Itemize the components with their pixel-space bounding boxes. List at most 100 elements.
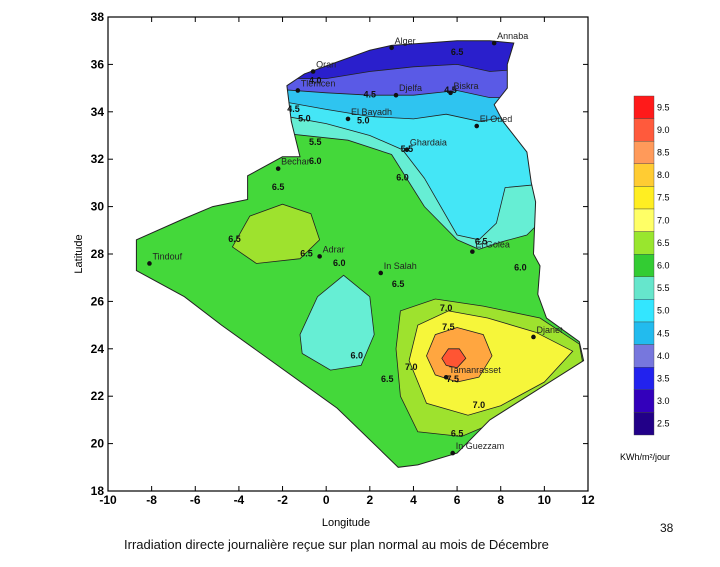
x-tick-label: -10	[99, 493, 117, 507]
city-dot	[147, 261, 152, 266]
zone-yellow-green	[232, 204, 320, 264]
contour-lines	[231, 40, 584, 437]
contour-line	[231, 203, 321, 264]
colorbar-label: 3.5	[657, 374, 670, 384]
x-tick-label: -8	[146, 493, 157, 507]
contour-label: 7.0	[405, 362, 418, 372]
colorbar-label: 2.5	[657, 419, 670, 429]
city-dot	[474, 123, 480, 129]
contour-label: 6.5	[228, 234, 241, 244]
y-tick-label: 28	[91, 247, 105, 261]
city-dot	[345, 116, 351, 122]
colorbar-swatch	[633, 367, 655, 391]
colorbar-label: 6.0	[657, 261, 670, 271]
y-tick-label: 34	[91, 105, 105, 119]
y-tick-label: 26	[91, 294, 105, 308]
city-dot	[317, 254, 322, 259]
colorbar-swatch	[633, 389, 655, 413]
colorbar-swatch	[633, 253, 655, 277]
x-tick-label: -6	[190, 493, 201, 507]
contour-line	[260, 40, 545, 122]
contour-label: 4.5	[287, 104, 300, 114]
colorbar-swatch	[633, 163, 655, 187]
contour-label: 5.0	[357, 116, 370, 126]
contour-label: 6.5	[451, 428, 464, 438]
contour-label: 4.5	[444, 85, 457, 95]
x-tick-label: -4	[234, 493, 245, 507]
zone-red	[441, 348, 466, 368]
city-label: Oran	[316, 60, 336, 70]
contour-label: 7.5	[446, 374, 459, 384]
colorbar-swatch	[633, 231, 655, 255]
city-label: Annaba	[497, 31, 528, 41]
contour-label: 6.5	[381, 374, 394, 384]
contour-label: 6.0	[309, 156, 322, 166]
x-tick-label: 4	[410, 493, 417, 507]
contour-label: 7.0	[473, 400, 486, 410]
colorbar-label: 7.0	[657, 215, 670, 225]
colorbar-swatch	[633, 95, 655, 119]
x-tick-label: 2	[366, 493, 373, 507]
y-tick-label: 36	[91, 57, 105, 71]
contour-label: 6.0	[514, 263, 527, 273]
city-label: In Salah	[384, 261, 417, 271]
colorbar-label: 3.0	[657, 396, 670, 406]
contour-line	[260, 40, 556, 250]
city-dot	[275, 166, 281, 171]
city-label: El Bayadh	[351, 107, 392, 117]
contour-label: 5.5	[309, 137, 322, 147]
city-label: Ghardaia	[410, 138, 447, 148]
y-axis-ticks: 18 20 22 24 26 28 30 32 34 36 38	[91, 10, 588, 498]
y-tick-label: 22	[91, 389, 105, 403]
colorbar-swatch	[633, 186, 655, 210]
contour-line	[260, 40, 523, 98]
contour-label: 6.0	[333, 258, 346, 268]
contour-label: 6.5	[475, 237, 488, 247]
colorbar-label: 5.0	[657, 306, 670, 316]
contour-line	[441, 348, 467, 369]
colorbar-swatch	[633, 299, 655, 323]
colorbar-label: 4.0	[657, 351, 670, 361]
colorbar-swatch	[633, 321, 655, 345]
city-dot	[491, 40, 497, 46]
colorbar-label: 6.5	[657, 238, 670, 248]
contour-line	[426, 327, 493, 383]
city-label: Tamanrasset	[449, 365, 501, 375]
contour-label: 6.0	[350, 350, 363, 360]
city-label: Bechar	[281, 157, 310, 167]
contour-label: 4.0	[309, 75, 322, 85]
city-dot	[389, 45, 394, 51]
city-label: Tindouf	[152, 251, 182, 261]
city-dot	[448, 90, 453, 96]
x-tick-label: 8	[497, 493, 504, 507]
contour-label: 6.0	[396, 173, 409, 183]
contour-label: 6.5	[392, 279, 405, 289]
city-label: Alger	[395, 36, 416, 46]
city-label: Tlemcen	[301, 78, 336, 88]
x-tick-label: 0	[323, 493, 330, 507]
contour-label: 7.5	[442, 322, 455, 332]
colorbar-swatch	[633, 140, 655, 164]
city-label: El Golea	[475, 240, 510, 250]
y-tick-label: 18	[91, 484, 105, 498]
city-dot	[450, 450, 456, 456]
contour-label: 7.0	[440, 303, 453, 313]
city-markers: Alger Annaba Oran Tlemcen Djelfa Biskra El Bay…	[147, 31, 563, 456]
colorbar-label: 5.5	[657, 283, 670, 293]
city-dot	[404, 147, 410, 153]
city-dot	[443, 374, 449, 380]
colorbar-swatch	[633, 412, 655, 436]
y-tick-label: 24	[91, 342, 105, 356]
city-dot	[393, 92, 399, 98]
contour-line	[299, 274, 375, 371]
contour-label: 5.0	[298, 113, 311, 123]
contour-line	[395, 298, 584, 437]
colorbar-label: 9.5	[657, 102, 670, 112]
country-outline	[135, 40, 585, 468]
colorbar-label: 8.5	[657, 148, 670, 158]
colorbar-label: 7.5	[657, 193, 670, 203]
x-tick-label: 10	[538, 493, 552, 507]
x-tick-label: 6	[454, 493, 461, 507]
city-label: Biskra	[454, 81, 479, 91]
